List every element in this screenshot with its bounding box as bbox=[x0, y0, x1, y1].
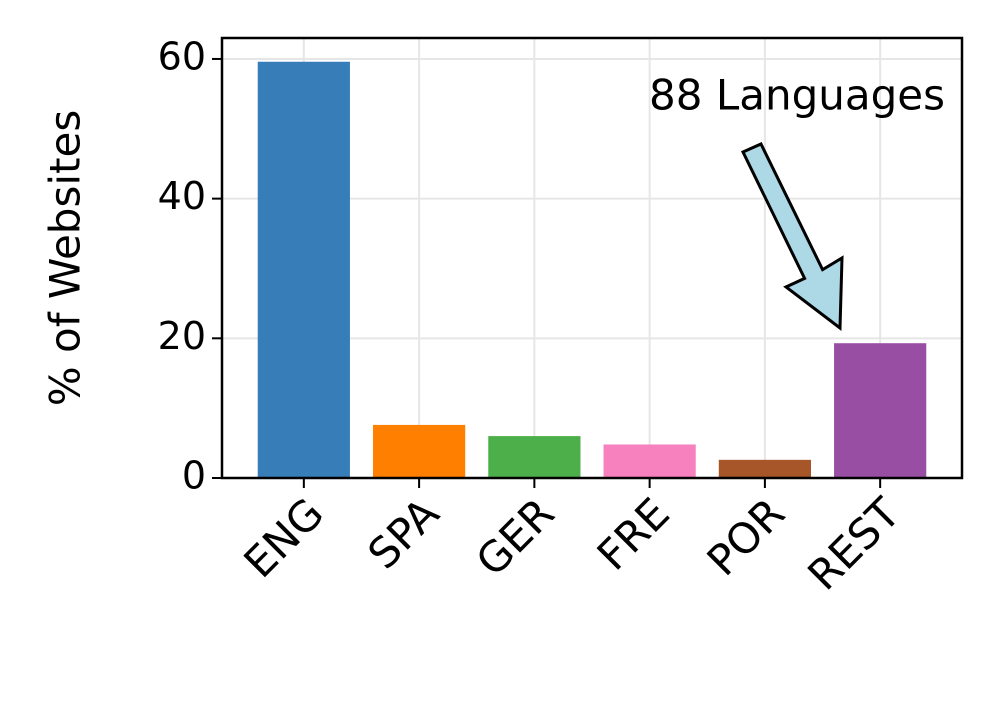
y-tick-label: 40 bbox=[158, 174, 206, 218]
bar bbox=[834, 343, 927, 478]
y-tick-label: 20 bbox=[158, 314, 206, 358]
x-tick-label: POR bbox=[698, 489, 795, 586]
bar bbox=[603, 444, 696, 478]
x-tick-label: GER bbox=[467, 489, 564, 586]
x-tick-label: SPA bbox=[358, 488, 448, 578]
annotation-arrow bbox=[740, 142, 844, 331]
y-tick-label: 0 bbox=[182, 454, 206, 498]
y-tick-label: 60 bbox=[158, 34, 206, 78]
y-axis-label: % of Websites bbox=[41, 110, 90, 406]
x-tick-label: REST bbox=[798, 488, 909, 599]
bar bbox=[718, 459, 812, 478]
bar bbox=[257, 61, 350, 478]
bar bbox=[372, 424, 466, 478]
annotation: 88 Languages bbox=[649, 71, 945, 120]
axes-frame bbox=[220, 36, 964, 480]
bar bbox=[488, 436, 581, 478]
x-tick-label: ENG bbox=[234, 489, 333, 588]
x-tick-label: FRE bbox=[588, 489, 679, 580]
